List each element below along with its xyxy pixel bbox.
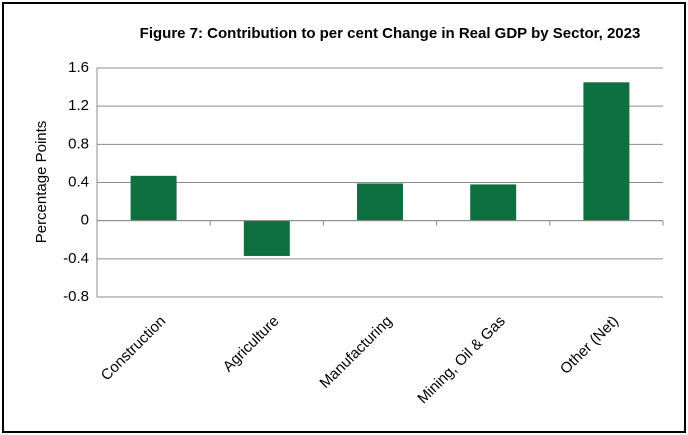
x-tick-label: Agriculture — [220, 313, 283, 376]
y-tick-label: 0.4 — [68, 173, 89, 190]
y-tick-label: 1.6 — [68, 59, 89, 76]
bar — [583, 82, 630, 221]
y-tick-label: -0.8 — [63, 288, 89, 305]
x-tick-label: Other (Net) — [557, 313, 622, 378]
y-tick-label: 1.2 — [68, 97, 89, 114]
x-tick-label: Construction — [98, 313, 170, 385]
y-axis-label: Percentage Points — [33, 121, 50, 244]
x-tick-label: Mining, Oil & Gas — [414, 313, 509, 408]
chart-title: Figure 7: Contribution to per cent Chang… — [139, 25, 641, 42]
x-tick-label: Manufacturing — [316, 313, 395, 392]
y-tick-label: -0.4 — [63, 250, 89, 267]
y-tick-label: 0.8 — [68, 135, 89, 152]
bar — [470, 184, 517, 221]
bar — [243, 220, 290, 256]
bar — [130, 175, 177, 221]
y-tick-label: 0 — [81, 212, 89, 229]
bar — [357, 183, 403, 221]
